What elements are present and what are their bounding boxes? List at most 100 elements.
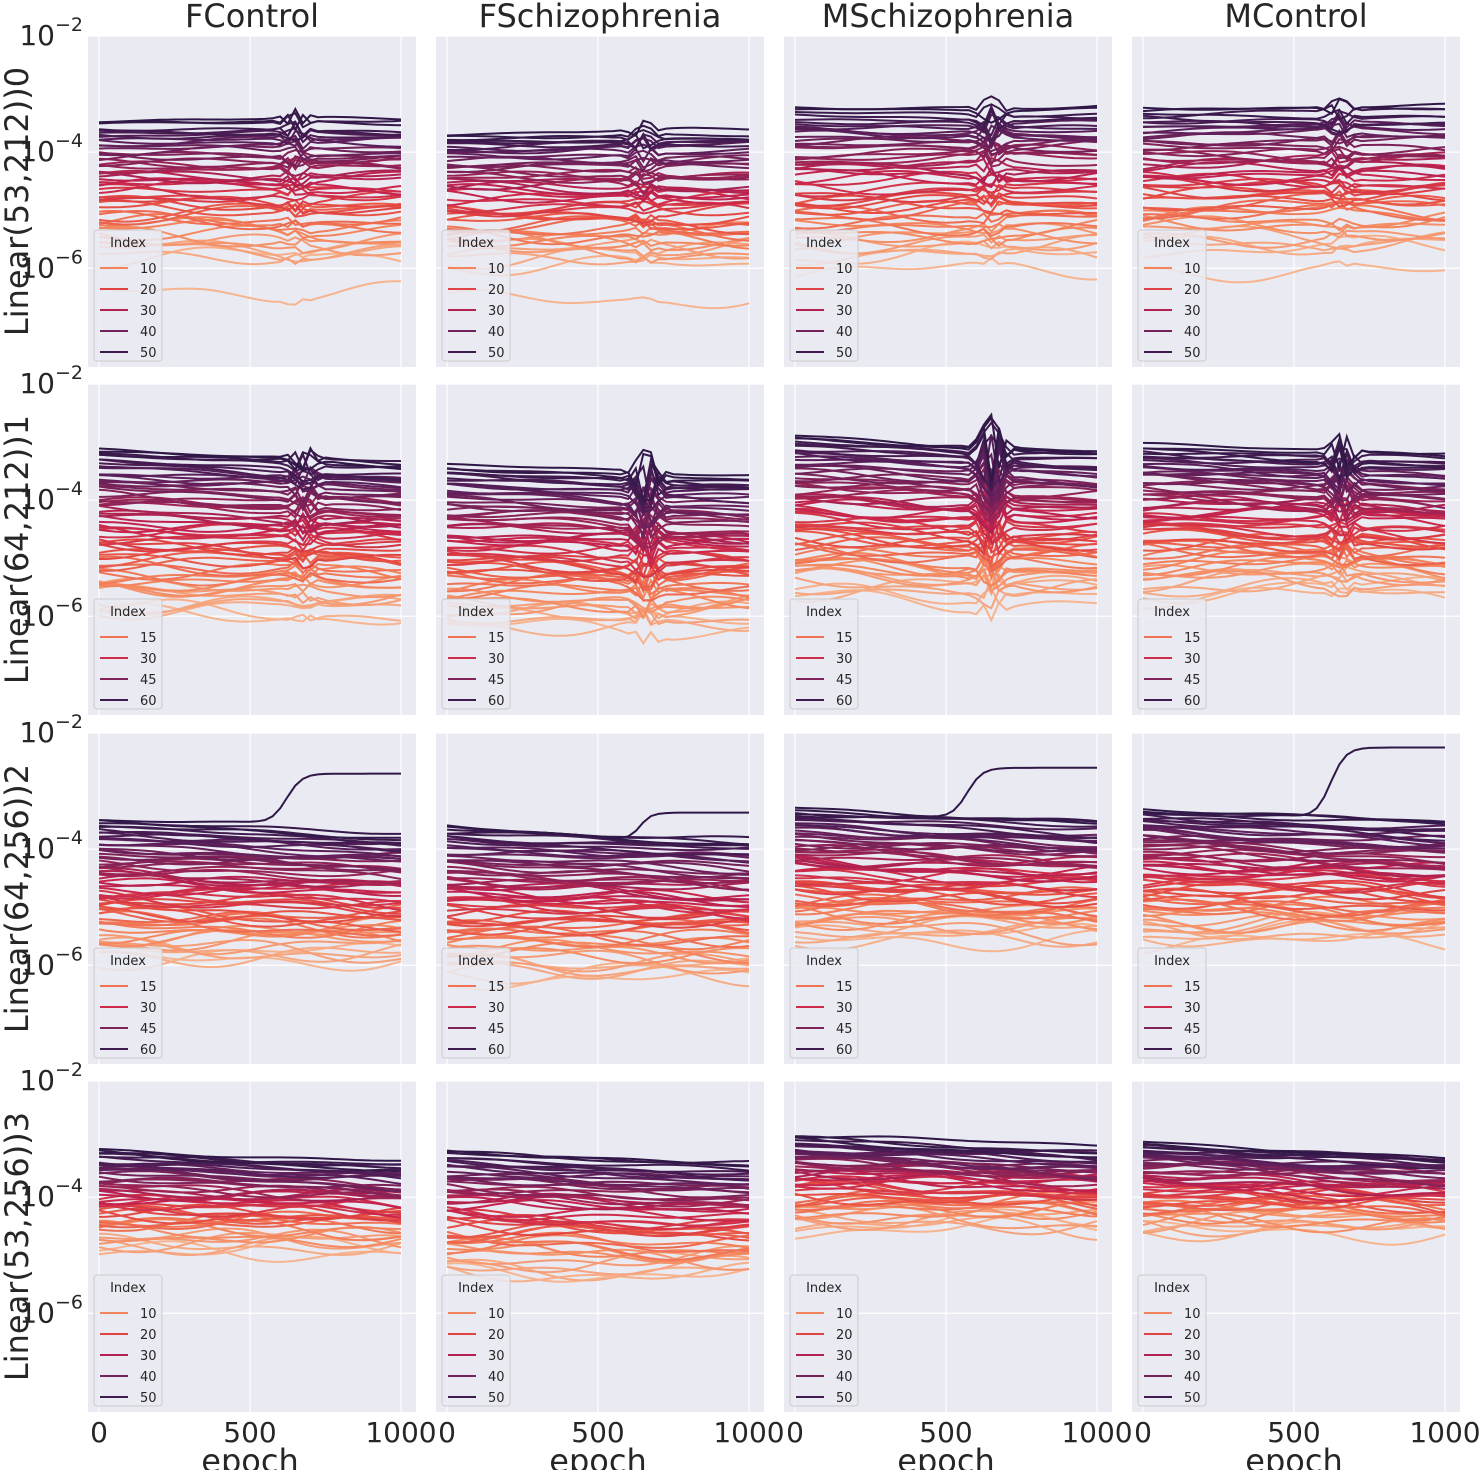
series-line-42 (447, 149, 750, 164)
legend-label-30: 30 (140, 652, 157, 667)
legend-frame (1137, 1274, 1207, 1407)
legend-frame (789, 598, 859, 710)
legend-label-30: 30 (488, 304, 505, 319)
series-line-62 (1142, 442, 1446, 480)
series-line-50 (98, 120, 402, 139)
legend-label-30: 30 (836, 304, 853, 319)
series-line-20 (446, 561, 750, 586)
legend-label-15: 15 (140, 980, 157, 995)
legend-label-30: 30 (1184, 1349, 1201, 1364)
series-line-15 (1143, 1193, 1446, 1212)
series-line-37 (794, 858, 1097, 869)
series-line-38 (794, 136, 1098, 156)
y-tick-label--4: 10−4 (19, 130, 83, 168)
series-line-25 (98, 538, 402, 553)
series-line-43 (98, 861, 402, 880)
series-line-13 (794, 209, 1098, 230)
legend-title: Index (458, 236, 494, 251)
series-line-11 (446, 1234, 750, 1255)
legend-label-15: 15 (488, 980, 505, 995)
series-line-38 (446, 875, 750, 891)
series-line-46 (1143, 469, 1446, 491)
series-line-50 (446, 854, 750, 876)
legend-label-40: 40 (836, 325, 853, 340)
legend-frame (441, 229, 511, 362)
series-line-21 (794, 884, 1098, 903)
series-line-20 (98, 548, 402, 568)
series-line-17 (794, 1192, 1098, 1206)
series-line-56 (446, 479, 750, 513)
series-line-52 (794, 1135, 1098, 1155)
legend-frame (789, 229, 859, 362)
legend-label-20: 20 (140, 283, 157, 298)
series-line-52 (98, 113, 402, 132)
series-line-39 (1142, 852, 1446, 871)
legend-label-50: 50 (836, 1391, 853, 1406)
series-line-47 (98, 1162, 402, 1180)
series-line-25 (794, 521, 1098, 557)
series-line-52 (446, 124, 750, 140)
panel-r3-c2: Index 10 20 30 40 50 (784, 1080, 1112, 1412)
series-line-38 (1143, 137, 1446, 153)
legend-label-60: 60 (488, 694, 505, 709)
series-line-47 (98, 485, 402, 512)
series-line-52 (1142, 1142, 1446, 1162)
series-line-24 (98, 183, 402, 202)
legend-label-60: 60 (140, 1043, 157, 1058)
legend-label-10: 10 (140, 262, 157, 277)
series-line-49 (446, 859, 750, 873)
legend-title: Index (458, 954, 494, 969)
series-line-24 (98, 541, 402, 570)
y-tick-label--4: 10−4 (19, 827, 83, 865)
legend-frame (1137, 229, 1207, 362)
series-line-53 (98, 106, 402, 126)
legend-label-60: 60 (1184, 1043, 1201, 1058)
series-line-23 (98, 185, 402, 202)
series-line-40 (98, 140, 402, 157)
y-tick-label--2: 10−2 (19, 1059, 83, 1097)
series-line-32 (1142, 151, 1446, 171)
legend-label-20: 20 (1184, 283, 1201, 298)
row-label-2: Linear(64,212))1 (0, 415, 36, 684)
series-line-23 (794, 1176, 1098, 1201)
series-line-1 (794, 589, 1098, 623)
x-tick-label-500: 500 (571, 1416, 624, 1449)
legend-label-45: 45 (488, 1022, 505, 1037)
series-line-53 (1142, 97, 1446, 116)
series-line-63 (1142, 810, 1446, 823)
legend-label-15: 15 (488, 631, 505, 646)
series-line-27 (1142, 874, 1446, 894)
panel-r3-c0: Index 10 20 30 40 50 10−2 10−4 10−6 (19, 1059, 416, 1412)
legend-title: Index (110, 236, 146, 251)
legend-title: Index (1154, 954, 1190, 969)
legend: Index 15 30 45 60 (441, 598, 511, 710)
series-line-14 (794, 205, 1098, 225)
series-line-31 (794, 504, 1098, 543)
legend-label-10: 10 (488, 1307, 505, 1322)
legend-title: Index (806, 1281, 842, 1296)
column-title-1: FControl (185, 0, 319, 35)
series-line-34 (98, 1182, 402, 1199)
series-line-26 (1142, 166, 1445, 186)
series-line-33 (98, 513, 402, 533)
series-line-22 (794, 523, 1098, 556)
series-line-13 (1142, 903, 1446, 927)
legend: Index 15 30 45 60 (1137, 598, 1207, 710)
series-line-49 (98, 479, 402, 497)
legend: Index 10 20 30 40 50 (789, 229, 859, 362)
legend-label-40: 40 (140, 1370, 157, 1385)
legend-title: Index (806, 236, 842, 251)
series-line-13 (98, 209, 402, 226)
series-line-58 (446, 835, 750, 856)
series-line-51 (1142, 108, 1446, 126)
series-line-52 (1142, 460, 1446, 492)
series-line-52 (98, 474, 402, 493)
series-line-4 (794, 1208, 1098, 1236)
legend-label-30: 30 (836, 1349, 853, 1364)
series-line-60 (446, 832, 750, 847)
y-tick-label--2: 10−2 (19, 711, 83, 749)
series-line-16 (98, 555, 402, 584)
series-line-27 (1142, 521, 1446, 545)
series-line-55 (1142, 824, 1446, 845)
